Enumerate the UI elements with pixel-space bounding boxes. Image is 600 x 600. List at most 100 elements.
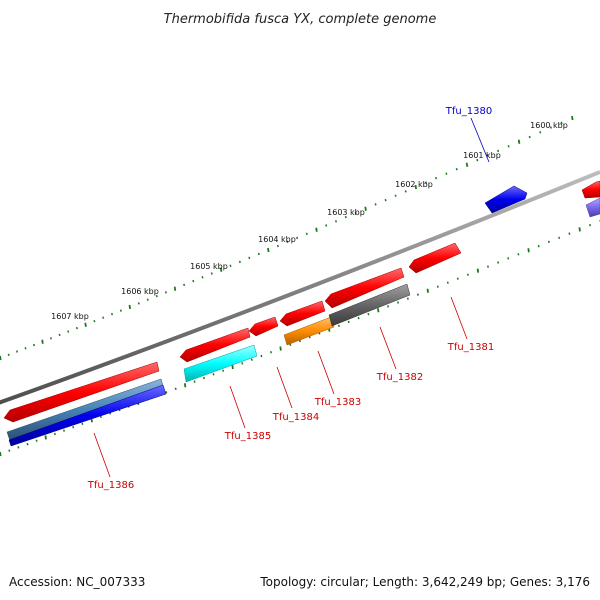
inner-ruler-tick <box>497 261 500 264</box>
inner-ruler-tick <box>436 285 439 288</box>
gene-label-tfu-1383[interactable]: Tfu_1383 <box>314 397 361 408</box>
outer-ruler-tick <box>58 333 61 337</box>
feature-tracks <box>6 185 600 447</box>
outer-ruler-tick <box>571 115 574 121</box>
inner-ruler-tick <box>222 369 225 372</box>
outer-ruler-tick <box>364 206 367 211</box>
gene-label-tfu-1386[interactable]: Tfu_1386 <box>87 480 134 491</box>
feature-blue-tfu-1386[interactable] <box>8 384 167 447</box>
cds-feature-tfu-1386[interactable] <box>3 361 160 423</box>
cds-feature-tfu-1383[interactable] <box>279 300 326 327</box>
outer-ruler-tick <box>507 145 510 148</box>
feature-cyan-tfu-1385[interactable] <box>183 344 258 383</box>
outer-ruler-tick <box>102 316 105 319</box>
inner-ruler <box>0 220 600 457</box>
inner-ruler-tick <box>547 240 550 244</box>
cds-feature-tfu-1381[interactable] <box>408 242 462 274</box>
cds-feature-edge[interactable] <box>581 180 600 199</box>
gene-label-tfu-1380[interactable]: Tfu_1380 <box>445 106 492 117</box>
outer-ruler-tick <box>325 224 328 227</box>
ruler-label-1604: 1604 kbp <box>258 235 296 244</box>
gene-label-tfu-1385[interactable]: Tfu_1385 <box>224 431 271 442</box>
outer-ruler-tick <box>155 294 158 298</box>
inner-ruler-tick <box>0 451 2 457</box>
outer-ruler-tick <box>0 355 2 361</box>
ruler-label-1607: 1607 kbp <box>51 312 89 321</box>
inner-ruler-tick <box>337 324 340 328</box>
inner-ruler-tick <box>72 425 75 429</box>
inner-ruler-tick <box>517 253 520 256</box>
outer-ruler-tick <box>7 353 10 357</box>
outer-ruler-tick <box>183 283 186 287</box>
outer-ruler-tick <box>465 162 469 167</box>
outer-ruler-tick <box>67 330 70 333</box>
gene-label-tfu-1382[interactable]: Tfu_1382 <box>376 372 423 383</box>
inner-ruler-tick <box>62 429 66 432</box>
outer-ruler-tick <box>334 220 338 223</box>
outer-ruler-tick <box>486 154 489 157</box>
outer-ruler-tick <box>517 139 521 144</box>
inner-ruler-tick <box>578 227 581 232</box>
inner-ruler-tick <box>476 268 480 273</box>
cds-feature-tfu-1385[interactable] <box>179 327 251 363</box>
leader-tfu-1380 <box>470 117 490 163</box>
outer-ruler-tick <box>476 158 479 162</box>
inner-ruler-tick <box>558 236 561 240</box>
outer-ruler-tick <box>276 244 279 248</box>
inner-ruler-tick <box>35 439 38 442</box>
inner-ruler-tick <box>406 297 409 300</box>
outer-ruler-tick <box>192 279 195 283</box>
inner-ruler-tick <box>17 446 20 449</box>
inner-ruler-tick <box>507 257 510 260</box>
inner-ruler-tick <box>260 354 263 358</box>
outer-ruler-tick <box>84 322 87 327</box>
outer-ruler-tick <box>75 326 78 330</box>
inner-ruler-tick <box>396 301 400 304</box>
inner-ruler-tick <box>193 380 196 383</box>
inner-ruler-tick <box>357 316 360 320</box>
cds-feature-tfu-1382[interactable] <box>324 267 405 309</box>
outer-ruler-tick <box>219 267 223 272</box>
outer-ruler-tick <box>267 247 270 253</box>
feature-lavender-edge[interactable] <box>585 197 600 218</box>
cds-feature-tfu-1380[interactable] <box>484 185 528 214</box>
gene-label-tfu-1381[interactable]: Tfu_1381 <box>447 342 494 353</box>
outer-ruler-tick <box>137 302 140 305</box>
outer-ruler-tick <box>424 181 428 184</box>
ruler-label-1605: 1605 kbp <box>190 262 228 271</box>
outer-ruler-tick <box>49 337 53 340</box>
cds-feature-tfu-1384[interactable] <box>248 316 279 337</box>
inner-ruler-tick <box>241 362 244 365</box>
inner-ruler-tick <box>53 432 56 436</box>
inner-ruler-tick <box>568 232 571 235</box>
inner-ruler-tick <box>183 383 187 388</box>
outer-ruler-tick <box>305 232 308 236</box>
gene-label-tfu-1384[interactable]: Tfu_1384 <box>272 412 319 423</box>
outer-ruler-tick <box>257 252 260 256</box>
outer-ruler-tick <box>41 339 44 344</box>
feature-orange-tfu-1383[interactable] <box>283 316 335 346</box>
inner-ruler-tick <box>26 442 29 446</box>
outer-ruler-tick <box>549 126 552 129</box>
inner-ruler-tick <box>466 273 469 276</box>
outer-ruler-tick <box>528 135 531 139</box>
outer-ruler-tick <box>119 309 122 312</box>
inner-ruler-tick <box>165 391 168 394</box>
outer-ruler-tick <box>286 240 289 244</box>
outer-ruler-tick <box>15 350 19 353</box>
leader-tfu-1381 <box>450 296 468 340</box>
inner-ruler-tick <box>377 308 380 313</box>
inner-ruler-tick <box>250 358 253 361</box>
leader-tfu-1386 <box>93 432 111 478</box>
outer-ruler-tick <box>173 286 177 291</box>
outer-ruler-tick <box>146 298 149 301</box>
inner-ruler-tick <box>44 435 47 440</box>
outer-ruler-tick <box>24 347 27 350</box>
outer-ruler-tick <box>32 343 36 347</box>
outer-ruler-tick <box>128 304 131 310</box>
topology-text: Topology: circular; Length: 3,642,249 bp… <box>259 575 590 589</box>
inner-ruler-tick <box>289 343 292 347</box>
feature-grey-tfu-1382[interactable] <box>328 283 411 327</box>
